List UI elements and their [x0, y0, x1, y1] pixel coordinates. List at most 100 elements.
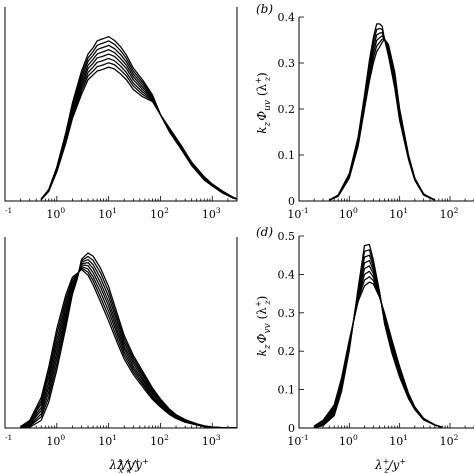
x-tick-label: 100: [46, 433, 65, 448]
panel-c: 100 101 102 103-1λ+ x/y+: [4, 237, 238, 474]
x-tick-label: 100: [339, 433, 358, 448]
x-label-sup: +: [399, 457, 406, 466]
y-tick-label: 0.4: [278, 11, 296, 24]
x-label-sup: +: [125, 457, 132, 466]
x-label-sub: x: [127, 466, 132, 474]
y-label-arg: (λ: [255, 83, 269, 99]
x-tick-label: 102: [150, 433, 169, 448]
x-tick-exponent: 2: [164, 433, 169, 442]
y-label-k: k: [255, 126, 269, 133]
x-axis-label: λ+ x/y+: [108, 457, 140, 474]
y-label-sub: uv: [263, 100, 273, 111]
x-tick-base: 10: [202, 208, 216, 221]
axis-frame: [4, 237, 238, 429]
axis-frame: [4, 7, 238, 202]
series-line-6: [328, 23, 436, 201]
x-tick-exponent: 1: [112, 433, 117, 442]
x-tick-base: 10: [339, 208, 353, 221]
x-axis-label: λ+ z/y+: [374, 457, 406, 474]
x-tick-exponent: 3: [216, 433, 221, 442]
x-tick-exponent: 1: [403, 206, 408, 215]
x-tick-exponent: 3: [216, 206, 221, 215]
x-tick-base: 10: [440, 208, 454, 221]
x-label-sup: +: [142, 457, 149, 466]
x-tick-label: 101: [389, 206, 408, 221]
panel-label: (d): [256, 225, 273, 239]
x-label-lambda: λ: [374, 458, 383, 472]
series-line-7: [313, 249, 443, 428]
x-label-sub: x: [119, 466, 124, 474]
series-line-6: [313, 254, 443, 428]
series-line-3: [329, 35, 436, 201]
series-line-1: [329, 38, 436, 201]
x-tick-label: 103: [202, 206, 221, 221]
x-tick-base: 10: [150, 435, 164, 448]
x-tick-base: 10: [46, 435, 60, 448]
y-tick-label: 0: [288, 422, 295, 435]
series-line-2: [329, 38, 436, 201]
y-tick-label: 0.1: [278, 149, 296, 162]
x-tick-label: 101: [98, 433, 117, 448]
x-tick-exponent: 2: [454, 206, 459, 215]
y-tick-label: 0.4: [278, 268, 296, 281]
x-tick-base: 10: [287, 435, 301, 448]
y-label-sup: +: [254, 77, 263, 84]
series-group: [313, 243, 443, 428]
series-line-8: [40, 35, 237, 200]
y-tick-label: 0.1: [278, 384, 296, 397]
x-tick-exponent: 2: [454, 433, 459, 442]
x-tick-label: 102: [150, 206, 169, 221]
x-label-sup: +: [383, 457, 390, 466]
y-tick-label: 0.2: [278, 345, 296, 358]
y-label-sub: z: [263, 300, 272, 306]
panel-a: 100 101 102 103-1λ+ x/y+: [4, 7, 238, 474]
x-tick-base: 10: [150, 208, 164, 221]
x-tick-base: 10: [98, 208, 112, 221]
series-group: [328, 23, 436, 201]
x-tick-label: 103: [202, 433, 221, 448]
x-tick-base: 10: [440, 435, 454, 448]
x-tick-label: 100: [46, 206, 65, 221]
y-label-sub: z: [263, 121, 273, 127]
series-line-5: [329, 27, 436, 201]
x-tick-label: 101: [389, 433, 408, 448]
x-label-rest: /y: [388, 458, 400, 472]
x-tick-label: 100: [339, 206, 358, 221]
x-tick-label: 10-1: [287, 206, 308, 221]
x-tick-partial-label: -1: [5, 206, 12, 215]
y-label-arg: (λ: [255, 307, 269, 323]
y-label-close: ): [255, 296, 269, 301]
y-label-close: ): [255, 72, 269, 77]
y-tick-label: 0.3: [278, 57, 296, 70]
y-label-sup: +: [254, 301, 263, 308]
x-tick-label: 10-1: [287, 433, 308, 448]
x-tick-base: 10: [46, 208, 60, 221]
x-tick-exponent: -1: [301, 433, 308, 442]
x-tick-exponent: 0: [60, 433, 65, 442]
panel-label: (b): [256, 2, 273, 16]
x-tick-partial-label: -1: [5, 433, 12, 442]
x-label-lambda: λ: [116, 458, 125, 472]
series-line-1: [313, 281, 443, 428]
x-tick-label: 101: [98, 206, 117, 221]
series-line-3: [40, 57, 237, 200]
y-tick-label: 0.5: [278, 230, 296, 243]
x-label-rest: /y: [130, 458, 142, 472]
y-label-sub: vv: [263, 323, 273, 333]
y-axis-label: kzΦuv (λ+z): [254, 72, 273, 133]
y-axis-label: kzΦvv (λ+z): [254, 296, 273, 357]
x-tick-base: 10: [389, 208, 403, 221]
x-tick-exponent: 1: [112, 206, 117, 215]
series-line-4: [329, 32, 436, 201]
x-tick-exponent: 1: [403, 433, 408, 442]
series-line-7: [20, 255, 237, 428]
x-label-sup: +: [134, 457, 141, 466]
x-tick-exponent: -1: [301, 206, 308, 215]
series-line-8: [20, 252, 237, 428]
x-axis-label: λ+ x/y+: [116, 457, 148, 474]
series-group: [40, 35, 237, 200]
series-line-8: [314, 243, 443, 428]
x-tick-label: 102: [440, 433, 459, 448]
